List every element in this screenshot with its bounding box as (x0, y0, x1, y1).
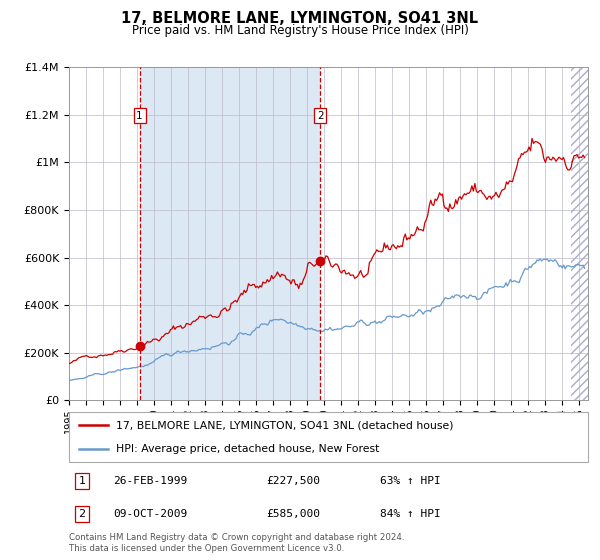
Text: 2: 2 (317, 110, 323, 120)
Text: 17, BELMORE LANE, LYMINGTON, SO41 3NL (detached house): 17, BELMORE LANE, LYMINGTON, SO41 3NL (d… (116, 420, 453, 430)
Text: 84% ↑ HPI: 84% ↑ HPI (380, 509, 441, 519)
Text: Contains HM Land Registry data © Crown copyright and database right 2024.
This d: Contains HM Land Registry data © Crown c… (69, 533, 404, 553)
Text: £227,500: £227,500 (266, 476, 320, 486)
Text: 2: 2 (79, 509, 86, 519)
Text: HPI: Average price, detached house, New Forest: HPI: Average price, detached house, New … (116, 445, 379, 454)
Text: 1: 1 (79, 476, 85, 486)
Text: Price paid vs. HM Land Registry's House Price Index (HPI): Price paid vs. HM Land Registry's House … (131, 24, 469, 36)
Text: 63% ↑ HPI: 63% ↑ HPI (380, 476, 441, 486)
FancyBboxPatch shape (69, 412, 588, 462)
Text: 17, BELMORE LANE, LYMINGTON, SO41 3NL: 17, BELMORE LANE, LYMINGTON, SO41 3NL (121, 11, 479, 26)
Bar (140, 67, 320, 400)
Text: £585,000: £585,000 (266, 509, 320, 519)
Text: 26-FEB-1999: 26-FEB-1999 (113, 476, 187, 486)
Text: 09-OCT-2009: 09-OCT-2009 (113, 509, 187, 519)
Text: 1: 1 (136, 110, 143, 120)
